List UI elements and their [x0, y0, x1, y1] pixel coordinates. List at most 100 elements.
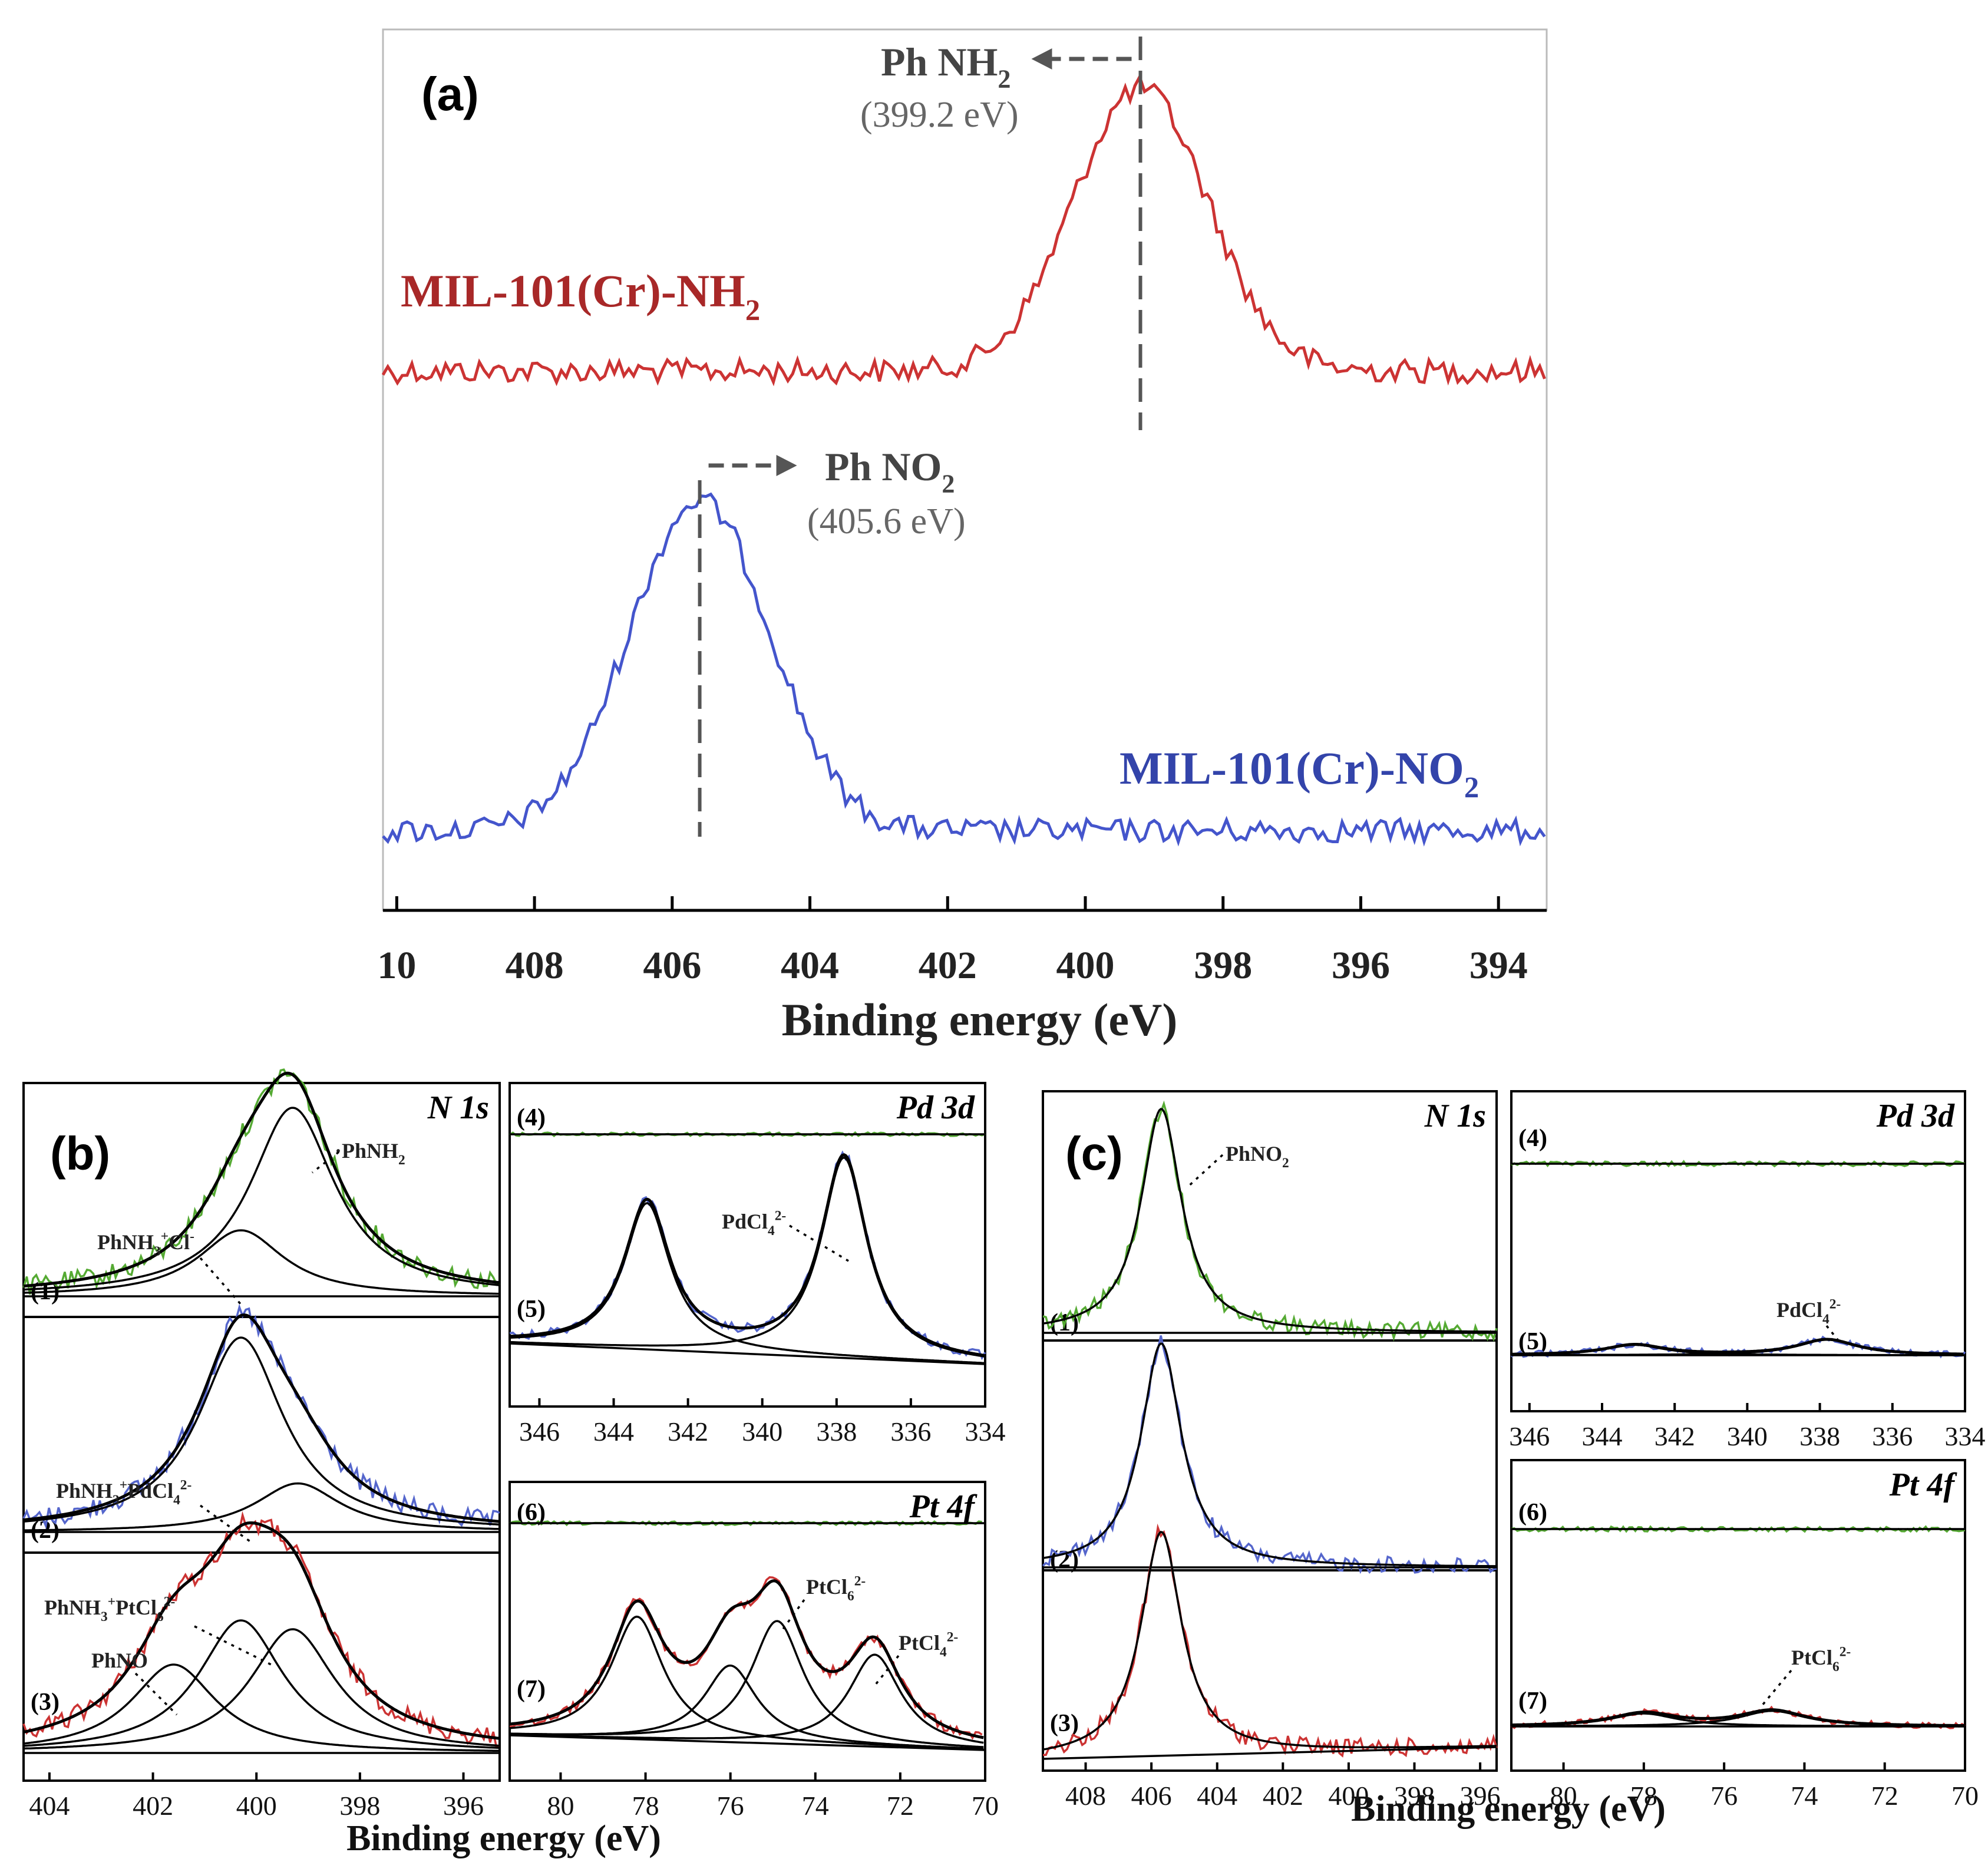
b-ann-phnh3pdcl4: PhNH3+PdCl42- — [56, 1478, 191, 1508]
c-pd3d-envelope-1 — [1511, 1338, 1964, 1356]
c-ann-phno2: PhNO2 — [1226, 1142, 1289, 1171]
c-ann-phno2-leader — [1186, 1154, 1224, 1188]
b-pd3d-envelope-1 — [509, 1153, 986, 1358]
panel-c-label: (c) — [1065, 1127, 1123, 1180]
b-n1s-envelope-2 — [23, 1521, 500, 1740]
b-n1s-tick-label: 396 — [443, 1791, 484, 1821]
b-n1s-component-2-2 — [23, 1628, 500, 1750]
b-ann-phnh3ptcl6: PhNH3+PtCl62- — [44, 1594, 175, 1625]
b-pt4f-tick-label: 76 — [717, 1791, 744, 1821]
b-n1s-component-1-1 — [23, 1482, 500, 1531]
panel-a-tick-label: 396 — [1332, 944, 1390, 987]
c-n1s-data-2 — [1042, 1523, 1498, 1758]
c-n1s-tick-label: 398 — [1394, 1781, 1435, 1811]
b-ann-pdcl4-leader — [789, 1224, 849, 1262]
b-pt4f-trace-label: (6) — [517, 1499, 546, 1526]
c-pt4f-envelope-1 — [1511, 1708, 1966, 1728]
c-xlabel: Binding energy (eV) — [1351, 1789, 1666, 1829]
phno2-annotation: Ph NO2 — [825, 444, 955, 498]
panel-b-label: (b) — [50, 1127, 110, 1180]
c-pd3d-title: Pd 3d — [1876, 1098, 1955, 1134]
nh2-series-label: MIL-101(Cr)-NH2 — [401, 265, 760, 326]
panel-a: 10 408 406 404 402 400 398 396 394 Binding energy… — [377, 28, 1548, 1045]
c-n1s-tick-label: 402 — [1263, 1781, 1303, 1811]
b-pt4f-component-1-2 — [510, 1620, 984, 1748]
b-pt4f-component-1-3 — [509, 1653, 984, 1744]
c-pt4f-tick-label: 74 — [1791, 1781, 1818, 1811]
phnh2-energy: (399.2 eV) — [860, 95, 1019, 135]
b-pd3d-tick-label: 336 — [890, 1417, 931, 1447]
b-pt4f-envelope-1 — [509, 1579, 984, 1739]
b-ann-phnh3pdcl4-leader — [199, 1504, 255, 1545]
b-ann-phno: PhNO — [91, 1649, 148, 1672]
b-n1s-title: N 1s — [427, 1089, 489, 1126]
c-ann-pdcl4-leader — [1825, 1325, 1840, 1342]
panel-a-tick-label: 406 — [643, 944, 701, 987]
c-n1s-baseline-2 — [1042, 1746, 1497, 1760]
b-n1s-tick-label: 400 — [236, 1791, 277, 1821]
c-pd3d-tick-label: 346 — [1509, 1421, 1550, 1451]
b-pd3d-trace-label: (5) — [517, 1296, 546, 1323]
b-n1s-tick-label: 402 — [133, 1791, 173, 1821]
c-n1s-title: N 1s — [1424, 1098, 1486, 1134]
b-pd3d-tick-label: 334 — [965, 1417, 1006, 1447]
b-n1s-frame — [22, 1082, 501, 1782]
b-pd3d-baseline-1 — [509, 1342, 986, 1365]
phno2-energy: (405.6 eV) — [807, 501, 966, 542]
c-n1s-tick-label: 404 — [1197, 1781, 1237, 1811]
b-xlabel: Binding energy (eV) — [346, 1818, 661, 1858]
panel-a-tick-label: 402 — [919, 944, 977, 987]
c-n1s-frame — [1042, 1090, 1498, 1772]
b-n1s-component-1-0 — [23, 1336, 500, 1526]
c-pd3d-tick-label: 340 — [1727, 1421, 1768, 1451]
panel-a-tick-label: 10 — [377, 944, 416, 987]
b-n1s-component-0-1 — [23, 1229, 500, 1295]
b-n1s-envelope-1 — [23, 1313, 500, 1523]
panel-b-pd3d: 346 344 342 340 338 336 334 Pd 3d (4) (5) PdCl42- — [508, 1082, 1006, 1447]
c-pd3d-tick-label: 338 — [1799, 1421, 1840, 1451]
b-ann-phnh2: ·PhNH2 — [335, 1139, 405, 1168]
b-ann-ptcl4-leader — [874, 1655, 900, 1686]
c-n1s-component-2-0 — [1042, 1530, 1497, 1751]
b-n1s-envelope-0 — [23, 1071, 500, 1288]
panel-c-pt4f: 80 78 76 74 72 70 Pt 4f (6) (7) PtCl62- — [1510, 1459, 1979, 1811]
panel-a-label: (a) — [421, 68, 479, 120]
c-pd3d-data-1 — [1510, 1335, 1966, 1359]
c-pd3d-frame — [1510, 1090, 1966, 1412]
b-pt4f-tick-label: 80 — [547, 1791, 574, 1821]
c-pd3d-tick-label: 344 — [1582, 1421, 1623, 1451]
no2-arrow-head — [776, 455, 797, 476]
c-pd3d-tick-label: 336 — [1872, 1421, 1913, 1451]
panel-a-tick-label: 394 — [1469, 944, 1528, 987]
c-pt4f-tick-label: 80 — [1550, 1781, 1577, 1811]
panel-a-tick-label: 398 — [1194, 944, 1252, 987]
c-pd3d-trace-label: (4) — [1518, 1125, 1547, 1152]
panel-a-xlabel: Binding energy (eV) — [782, 994, 1178, 1045]
c-ann-ptcl6: PtCl62- — [1791, 1645, 1851, 1675]
b-pt4f-tick-label: 72 — [887, 1791, 914, 1821]
b-pd3d-title: Pd 3d — [896, 1089, 975, 1126]
b-pd3d-tick-label: 340 — [742, 1417, 782, 1447]
b-pt4f-data-1 — [509, 1576, 983, 1740]
c-pt4f-trace-label: (7) — [1518, 1688, 1547, 1715]
b-n1s-trace-label: (3) — [31, 1689, 60, 1716]
panel-a-tick-label: 400 — [1056, 944, 1115, 987]
phnh2-annotation: Ph NH2 — [881, 39, 1010, 93]
nh2-curve — [381, 72, 1546, 387]
b-ann-ptcl4: PtCl42- — [899, 1630, 958, 1660]
b-n1s-component-2-1 — [23, 1619, 500, 1749]
b-n1s-data-2 — [22, 1511, 500, 1749]
c-n1s-component-0-0 — [1042, 1108, 1497, 1333]
b-pt4f-baseline-1 — [509, 1734, 986, 1751]
b-ann-pdcl4: PdCl42- — [722, 1209, 786, 1239]
c-n1s-trace-label: (3) — [1050, 1710, 1079, 1737]
c-n1s-tick-label: 396 — [1460, 1781, 1501, 1811]
b-pt4f-tick-label: 74 — [802, 1791, 829, 1821]
b-pt4f-tick-label: 78 — [632, 1791, 659, 1821]
b-ann-phnh3ptcl6-leader — [194, 1625, 272, 1666]
b-pd3d-trace-label: (4) — [517, 1104, 546, 1131]
b-ann-phno-leader — [134, 1672, 178, 1716]
b-pd3d-frame — [508, 1082, 986, 1408]
